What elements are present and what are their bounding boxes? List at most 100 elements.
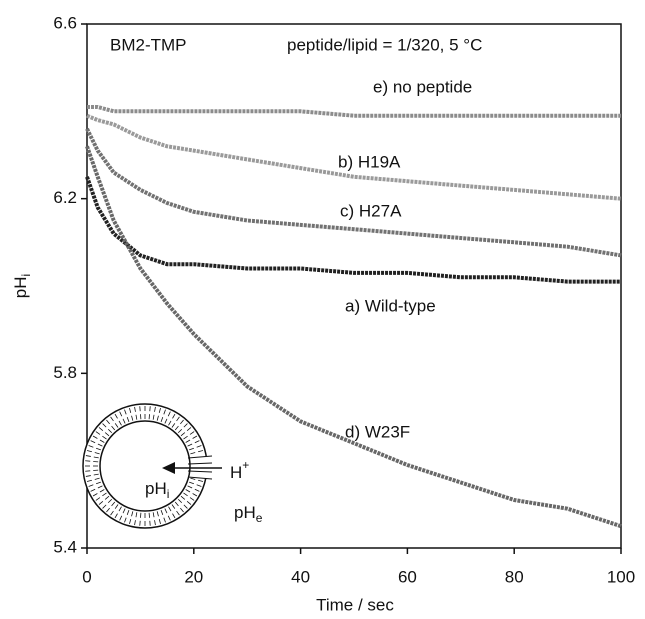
annotation: BM2-TMP xyxy=(110,35,187,54)
x-tick-label: 40 xyxy=(291,567,310,586)
lipid xyxy=(119,411,123,417)
lipid xyxy=(118,420,122,426)
lipid xyxy=(198,479,204,482)
lipid xyxy=(185,489,191,493)
lipid xyxy=(134,406,136,412)
lipid xyxy=(102,435,107,440)
lipid xyxy=(180,432,186,437)
lipid xyxy=(86,450,92,453)
y-axis-label-main: pH xyxy=(11,276,30,298)
lipid xyxy=(198,450,204,453)
inset-label: pHe xyxy=(234,503,263,525)
lipid xyxy=(129,519,132,525)
inset-label-main: H xyxy=(230,463,242,482)
lipid xyxy=(156,511,159,517)
lipid xyxy=(167,411,171,417)
series-label: c) H27A xyxy=(340,201,402,220)
lipid xyxy=(129,407,132,413)
lipid xyxy=(152,512,155,518)
series-label: d) W23F xyxy=(345,422,410,441)
lipid xyxy=(156,415,159,421)
y-tick-label: 6.6 xyxy=(53,13,77,32)
lipid xyxy=(102,423,107,428)
lipid xyxy=(95,431,101,435)
lipid xyxy=(107,428,113,434)
lipid xyxy=(85,455,91,457)
lipid xyxy=(92,493,98,497)
channel-line xyxy=(187,462,213,465)
lipid xyxy=(196,484,202,487)
lipid xyxy=(122,418,126,424)
lipid xyxy=(94,477,100,480)
series-label: e) no peptide xyxy=(373,77,472,96)
lipid xyxy=(196,445,202,448)
arrow-head xyxy=(162,462,175,474)
lipid xyxy=(99,489,105,493)
lipid xyxy=(190,477,196,480)
lipid xyxy=(180,507,184,513)
lipid xyxy=(176,510,180,516)
lipid xyxy=(189,447,195,451)
lipid xyxy=(122,508,126,514)
lipid xyxy=(185,439,191,443)
lipid xyxy=(187,485,193,489)
lipid xyxy=(158,407,161,413)
lipid xyxy=(194,488,200,492)
lipid xyxy=(106,507,110,513)
lipid xyxy=(131,511,134,517)
lipid xyxy=(95,447,101,451)
inset-label-sub: i xyxy=(167,487,170,501)
lipid xyxy=(85,475,91,477)
lipid xyxy=(93,456,99,459)
lipid xyxy=(171,504,176,509)
channel-line xyxy=(187,455,213,459)
vesicle-inset: pHi H+ pHe xyxy=(82,403,263,529)
x-tick-label: 0 xyxy=(82,567,91,586)
lipid xyxy=(174,425,179,431)
x-tick-label: 20 xyxy=(184,567,203,586)
lipid xyxy=(186,501,192,505)
lipid xyxy=(114,513,118,519)
lipid xyxy=(110,510,114,516)
lipid xyxy=(88,484,94,487)
lipid xyxy=(93,473,99,476)
x-tick-label: 100 xyxy=(607,567,635,586)
x-axis-label: Time / sec xyxy=(316,595,394,614)
lipid xyxy=(154,520,156,526)
lipid xyxy=(95,481,101,485)
annotation: peptide/lipid = 1/320, 5 °C xyxy=(287,35,482,54)
lipid xyxy=(95,497,101,501)
lipid xyxy=(154,406,156,412)
lipid xyxy=(99,439,105,443)
lipid xyxy=(114,504,119,509)
lipid xyxy=(163,409,166,415)
lipid xyxy=(86,479,92,482)
series-label: a) Wild-type xyxy=(345,296,436,315)
data-line xyxy=(85,176,621,284)
lipid xyxy=(152,414,155,420)
lipid xyxy=(104,432,110,437)
inset-label: pHi xyxy=(145,479,169,501)
plot-frame xyxy=(86,23,622,549)
lipid xyxy=(92,435,98,439)
lipid xyxy=(107,498,113,504)
data-line xyxy=(86,113,622,201)
y-tick-label: 5.4 xyxy=(53,537,77,556)
data-line xyxy=(85,145,622,529)
y-axis-label: pHi xyxy=(11,274,33,298)
lipid xyxy=(183,435,188,440)
lipid xyxy=(174,501,179,507)
lipid xyxy=(180,419,184,425)
lipid xyxy=(102,504,107,509)
data-line xyxy=(87,105,621,118)
lipid xyxy=(110,416,114,422)
lipid xyxy=(194,440,200,444)
lipid xyxy=(126,510,130,516)
lipid xyxy=(158,519,161,525)
lipid xyxy=(104,495,110,500)
lipid xyxy=(186,427,192,431)
data-line xyxy=(85,127,622,258)
lipid xyxy=(192,435,198,439)
lipid xyxy=(172,513,176,519)
